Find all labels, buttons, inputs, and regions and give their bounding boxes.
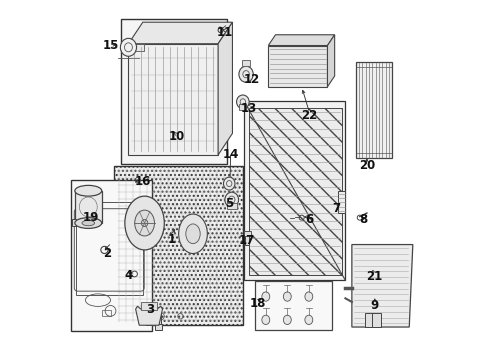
Text: 19: 19: [83, 211, 99, 224]
Text: 11: 11: [217, 27, 233, 40]
Bar: [242, 59, 250, 66]
Ellipse shape: [283, 315, 291, 324]
Text: 13: 13: [241, 102, 257, 115]
Text: 22: 22: [301, 109, 318, 122]
Text: 18: 18: [249, 297, 266, 310]
Polygon shape: [352, 244, 413, 327]
Polygon shape: [244, 101, 345, 280]
Bar: [114, 166, 243, 325]
Ellipse shape: [305, 292, 313, 301]
Polygon shape: [218, 22, 232, 155]
Text: 12: 12: [244, 73, 260, 86]
Bar: [227, 203, 237, 209]
Text: 10: 10: [169, 130, 185, 144]
Ellipse shape: [179, 214, 207, 253]
Text: 20: 20: [359, 159, 375, 172]
Ellipse shape: [75, 185, 102, 196]
Bar: [72, 219, 76, 226]
Polygon shape: [136, 306, 163, 325]
Ellipse shape: [237, 95, 249, 109]
Ellipse shape: [82, 220, 95, 226]
Bar: [141, 302, 157, 310]
Bar: [155, 324, 162, 329]
Text: 1: 1: [168, 233, 175, 246]
Bar: [255, 281, 332, 329]
Text: 16: 16: [135, 175, 151, 188]
Ellipse shape: [223, 177, 235, 190]
Text: 6: 6: [305, 213, 314, 226]
Ellipse shape: [262, 315, 270, 324]
Text: 15: 15: [102, 39, 119, 52]
Ellipse shape: [125, 196, 164, 250]
Ellipse shape: [186, 224, 200, 244]
Bar: [372, 314, 381, 327]
Text: 7: 7: [332, 202, 341, 215]
Bar: [71, 180, 152, 330]
Bar: [74, 191, 101, 223]
Bar: [128, 44, 218, 155]
Bar: [76, 202, 143, 295]
Polygon shape: [128, 22, 232, 44]
Ellipse shape: [283, 292, 291, 301]
Ellipse shape: [305, 315, 313, 324]
Ellipse shape: [239, 66, 253, 82]
Text: 8: 8: [359, 213, 368, 226]
Ellipse shape: [121, 39, 137, 56]
Ellipse shape: [141, 220, 148, 226]
Text: 5: 5: [225, 197, 233, 210]
Bar: [338, 192, 345, 213]
Bar: [365, 314, 374, 327]
Polygon shape: [327, 35, 335, 87]
Bar: [244, 231, 251, 235]
Polygon shape: [248, 108, 342, 275]
Bar: [245, 231, 249, 244]
Text: 4: 4: [124, 269, 133, 282]
Polygon shape: [269, 35, 335, 45]
Bar: [147, 313, 161, 325]
Text: 14: 14: [222, 148, 239, 161]
Bar: [239, 104, 246, 110]
Text: 2: 2: [103, 247, 111, 260]
Text: 21: 21: [366, 270, 382, 283]
Bar: [122, 19, 227, 164]
Ellipse shape: [135, 210, 154, 236]
Bar: [91, 219, 95, 226]
Bar: [356, 62, 392, 158]
Text: 3: 3: [146, 303, 154, 316]
Text: 17: 17: [239, 234, 255, 247]
Bar: [135, 44, 144, 51]
Ellipse shape: [225, 192, 239, 207]
Text: 9: 9: [370, 299, 378, 312]
Bar: [102, 310, 111, 316]
Ellipse shape: [262, 292, 270, 301]
Ellipse shape: [75, 218, 102, 228]
Bar: [269, 45, 327, 87]
